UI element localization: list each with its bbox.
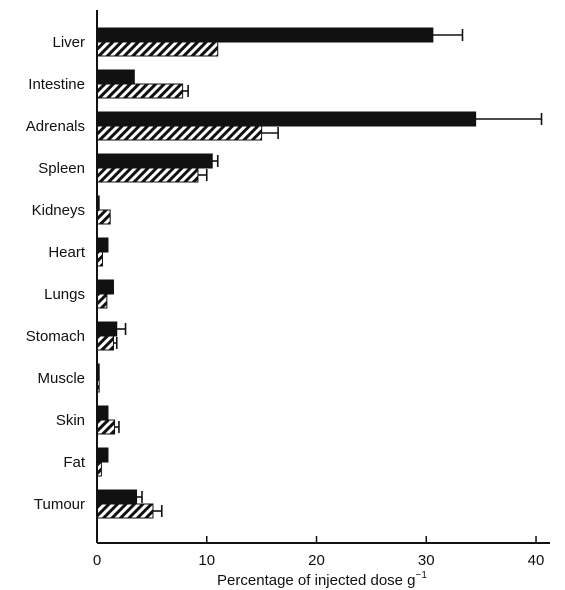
category-label-liver: Liver xyxy=(52,34,85,51)
bar-tumour-hatched xyxy=(96,503,154,519)
x-tick-label-20: 20 xyxy=(308,552,325,569)
bar-lungs-solid xyxy=(96,279,114,295)
category-label-intestine: Intestine xyxy=(28,76,85,93)
category-label-spleen: Spleen xyxy=(38,160,85,177)
bar-fat-solid xyxy=(96,447,109,463)
x-tick-label-40: 40 xyxy=(528,552,545,569)
bar-skin-solid xyxy=(96,405,109,421)
category-labels: Liver Intestine Adrenals Spleen Kidneys Heart… xyxy=(26,34,86,513)
bar-heart-solid xyxy=(96,237,109,253)
x-axis-title: Percentage of injected dose g−1 xyxy=(217,570,427,589)
bar-intestine-solid xyxy=(96,69,135,85)
bar-adrenals-solid xyxy=(96,111,477,127)
bar-adrenals-hatched xyxy=(96,125,263,141)
bar-lungs-hatched xyxy=(96,293,108,309)
category-label-fat: Fat xyxy=(63,454,86,471)
category-label-tumour: Tumour xyxy=(34,496,85,513)
bar-kidneys-hatched xyxy=(96,209,111,225)
bar-tumour-solid xyxy=(96,489,138,505)
x-ticks: 0 10 20 30 40 xyxy=(93,536,545,569)
axes xyxy=(96,10,550,544)
bar-liver-hatched xyxy=(96,41,219,57)
category-label-adrenals: Adrenals xyxy=(26,118,85,135)
x-axis-title-text: Percentage of injected dose g xyxy=(217,572,415,589)
category-label-heart: Heart xyxy=(48,244,86,261)
x-tick-label-30: 30 xyxy=(418,552,435,569)
x-tick-label-10: 10 xyxy=(198,552,215,569)
category-label-skin: Skin xyxy=(56,412,85,429)
category-label-muscle: Muscle xyxy=(37,370,85,387)
x-tick-label-0: 0 xyxy=(93,552,101,569)
bars-layer xyxy=(96,27,543,519)
x-axis-title-unit: −1 xyxy=(416,570,428,581)
category-label-lungs: Lungs xyxy=(44,286,85,303)
bar-stomach-hatched xyxy=(96,335,114,351)
bar-spleen-hatched xyxy=(96,167,199,183)
bar-stomach-solid xyxy=(96,321,118,337)
bar-liver-solid xyxy=(96,27,434,43)
category-label-stomach: Stomach xyxy=(26,328,85,345)
bar-spleen-solid xyxy=(96,153,213,169)
bar-intestine-hatched xyxy=(96,83,184,99)
category-label-kidneys: Kidneys xyxy=(32,202,85,219)
bar-skin-hatched xyxy=(96,419,116,435)
